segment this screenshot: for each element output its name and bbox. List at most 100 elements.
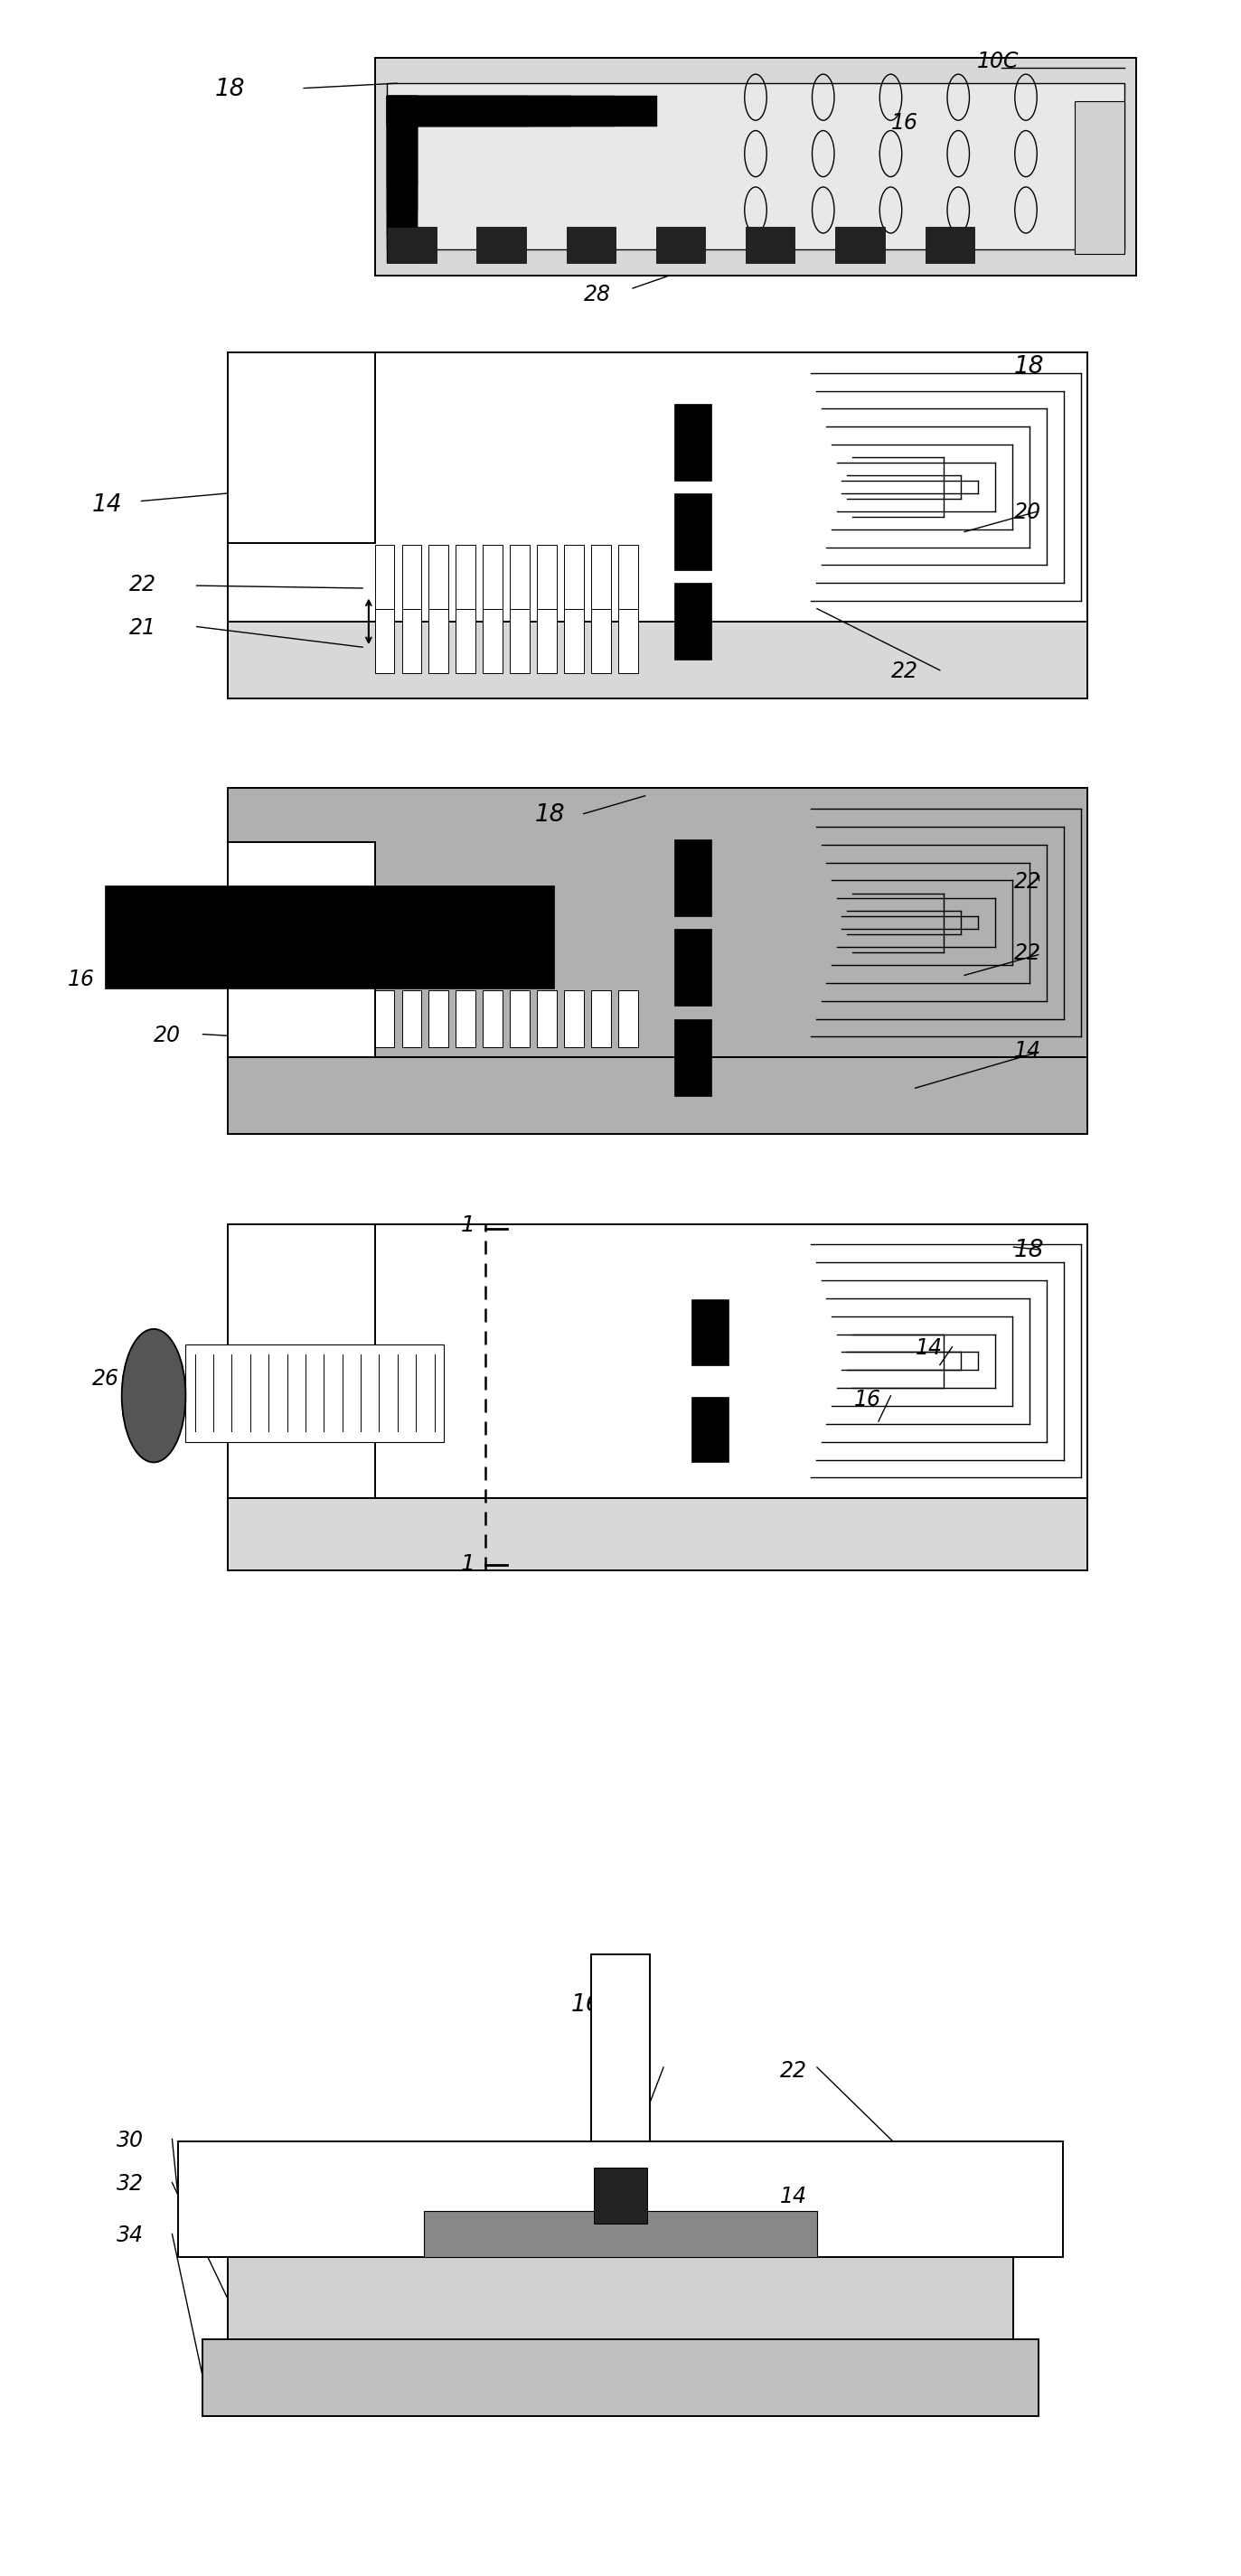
Text: 28: 28	[583, 283, 611, 307]
Text: 22: 22	[1014, 871, 1041, 894]
Text: 22: 22	[891, 659, 918, 683]
Text: 18: 18	[1014, 1239, 1044, 1262]
Bar	[429, 992, 448, 1046]
Bar	[656, 227, 705, 263]
Bar	[618, 992, 638, 1046]
Bar	[618, 544, 638, 608]
Bar	[675, 404, 711, 482]
Text: 30: 30	[117, 2130, 144, 2151]
Bar	[402, 544, 422, 608]
Bar	[925, 227, 974, 263]
Bar	[375, 608, 395, 672]
Bar	[227, 1056, 1087, 1133]
Bar	[387, 95, 571, 126]
Bar	[477, 227, 526, 263]
Text: 22: 22	[781, 2061, 808, 2081]
Bar	[375, 544, 395, 608]
Bar	[591, 544, 611, 608]
Bar	[387, 95, 418, 237]
Bar	[563, 992, 583, 1046]
Bar	[227, 1499, 1087, 1569]
Bar	[227, 353, 375, 544]
Bar	[537, 992, 557, 1046]
Text: 20: 20	[154, 1025, 181, 1046]
Bar	[618, 608, 638, 672]
Text: 18: 18	[535, 804, 565, 827]
Text: 1: 1	[460, 1213, 475, 1236]
Bar	[691, 1298, 728, 1365]
Bar	[455, 544, 475, 608]
Bar	[563, 544, 583, 608]
Bar	[537, 544, 557, 608]
Circle shape	[122, 1329, 186, 1463]
Bar	[675, 840, 711, 917]
Bar	[675, 582, 711, 659]
Bar	[227, 1224, 1087, 1499]
Text: 22: 22	[129, 574, 156, 595]
Bar	[537, 608, 557, 672]
Bar	[227, 788, 1087, 1056]
Bar	[429, 608, 448, 672]
Bar	[387, 82, 1124, 250]
Bar	[227, 1224, 375, 1499]
Text: 22: 22	[1014, 943, 1041, 963]
Text: 28: 28	[620, 2061, 648, 2081]
Text: 14: 14	[1014, 1041, 1041, 1061]
Text: 21: 21	[129, 618, 156, 639]
Bar	[455, 992, 475, 1046]
Bar	[186, 1345, 443, 1443]
Bar	[387, 95, 418, 211]
Text: 34: 34	[117, 2226, 144, 2246]
Text: 26: 26	[92, 1368, 119, 1391]
Bar	[483, 992, 503, 1046]
Bar	[387, 95, 418, 185]
Bar	[483, 608, 503, 672]
Bar	[510, 608, 530, 672]
Text: 18: 18	[1014, 355, 1044, 379]
Bar	[227, 621, 1087, 698]
Text: 1: 1	[460, 1553, 475, 1574]
Text: 16: 16	[571, 1994, 602, 2017]
Text: 10C: 10C	[977, 52, 1019, 72]
Bar	[424, 2210, 817, 2257]
Bar	[402, 992, 422, 1046]
Text: 14: 14	[916, 1337, 942, 1360]
Bar	[104, 886, 555, 989]
Bar	[483, 544, 503, 608]
Text: 16: 16	[68, 969, 94, 989]
Text: 14: 14	[781, 2187, 808, 2208]
Bar	[387, 227, 437, 263]
Bar	[675, 495, 711, 569]
Bar	[510, 544, 530, 608]
Bar	[691, 1396, 728, 1463]
Text: 20: 20	[1014, 502, 1041, 523]
Bar	[387, 95, 418, 263]
Text: 32: 32	[117, 2174, 144, 2195]
Bar	[387, 95, 529, 126]
Bar	[835, 227, 885, 263]
Text: 18: 18	[215, 77, 246, 100]
Text: 14: 14	[92, 492, 123, 518]
Bar	[591, 1955, 650, 2141]
Bar	[591, 992, 611, 1046]
Bar	[375, 992, 395, 1046]
Bar	[675, 1020, 711, 1095]
Bar	[1075, 100, 1124, 252]
Bar	[387, 95, 658, 126]
Bar	[179, 2141, 1062, 2257]
Bar	[593, 2166, 648, 2223]
Bar	[402, 608, 422, 672]
Bar	[227, 353, 1087, 621]
Text: 16: 16	[854, 1388, 881, 1412]
Bar	[227, 2257, 1014, 2339]
Bar	[566, 227, 616, 263]
Bar	[591, 608, 611, 672]
Bar	[202, 2339, 1039, 2416]
Bar	[429, 544, 448, 608]
Bar	[227, 842, 375, 1056]
Bar	[387, 95, 614, 126]
Text: 16: 16	[891, 113, 918, 134]
Bar	[675, 930, 711, 1007]
Bar	[455, 608, 475, 672]
Bar	[510, 992, 530, 1046]
